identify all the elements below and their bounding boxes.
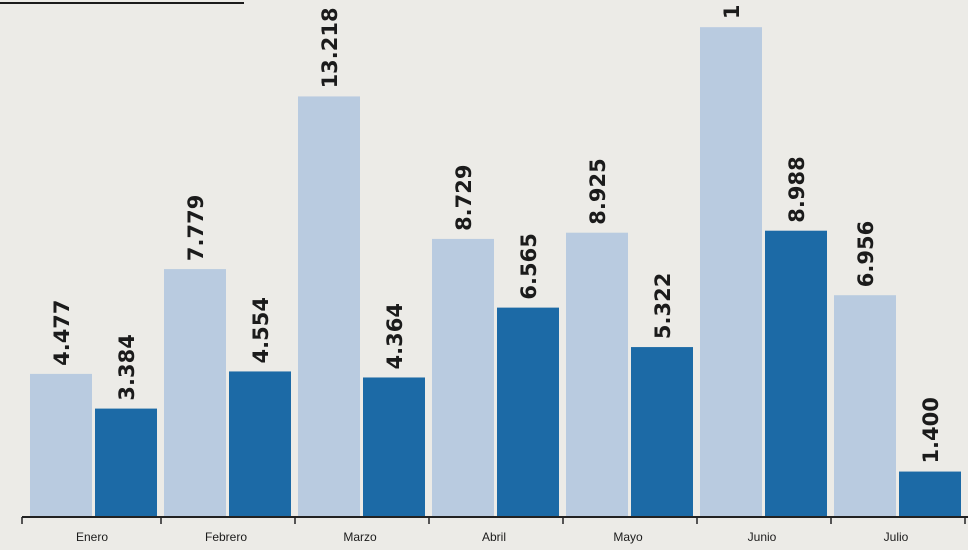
category-label-junio: Junio [748,530,777,544]
value-label-enero-series-2: 3.384 [115,334,139,400]
bar-enero-series-1 [30,373,92,516]
category-labels-group: Enero Febrero Marzo Abril Mayo Junio Julio [76,530,909,544]
bar-julio-series-1 [834,295,896,516]
value-labels-group: 4.477 3.384 7.779 4.554 13.218 4.364 8.729 6.56… [50,5,943,464]
value-label-mayo-series-2: 5.322 [651,273,675,339]
bars-group [30,27,961,517]
bar-mayo-series-2 [631,347,693,516]
value-label-julio-series-2: 1.400 [919,397,943,463]
value-label-febrero-series-1: 7.779 [184,195,208,261]
category-label-julio: Julio [884,530,909,544]
category-label-mayo: Mayo [613,530,643,544]
bar-abril-series-2 [497,307,559,516]
bar-julio-series-2 [899,471,961,516]
category-label-abril: Abril [482,530,506,544]
category-label-marzo: Marzo [343,530,377,544]
value-label-marzo-series-2: 4.364 [383,303,407,369]
bar-marzo-series-1 [298,96,360,517]
value-label-enero-series-1: 4.477 [50,299,74,365]
value-label-junio-series-1: 1 [720,5,744,20]
bar-marzo-series-2 [363,377,425,516]
bar-junio-series-1 [700,27,762,516]
bar-junio-series-2 [765,230,827,516]
bar-mayo-series-1 [566,232,628,516]
value-label-julio-series-1: 6.956 [854,221,878,287]
value-label-abril-series-2: 6.565 [517,233,541,299]
value-label-junio-series-2: 8.988 [785,156,809,222]
bar-febrero-series-1 [164,269,226,516]
x-ticks-group [21,517,966,524]
value-label-marzo-series-1: 13.218 [318,7,342,88]
category-label-enero: Enero [76,530,108,544]
category-label-febrero: Febrero [205,530,247,544]
value-label-abril-series-1: 8.729 [452,164,476,230]
value-label-mayo-series-1: 8.925 [586,158,610,224]
bar-febrero-series-2 [229,371,291,516]
value-label-febrero-series-2: 4.554 [249,297,273,363]
bar-enero-series-2 [95,408,157,516]
bar-abril-series-1 [432,238,494,516]
